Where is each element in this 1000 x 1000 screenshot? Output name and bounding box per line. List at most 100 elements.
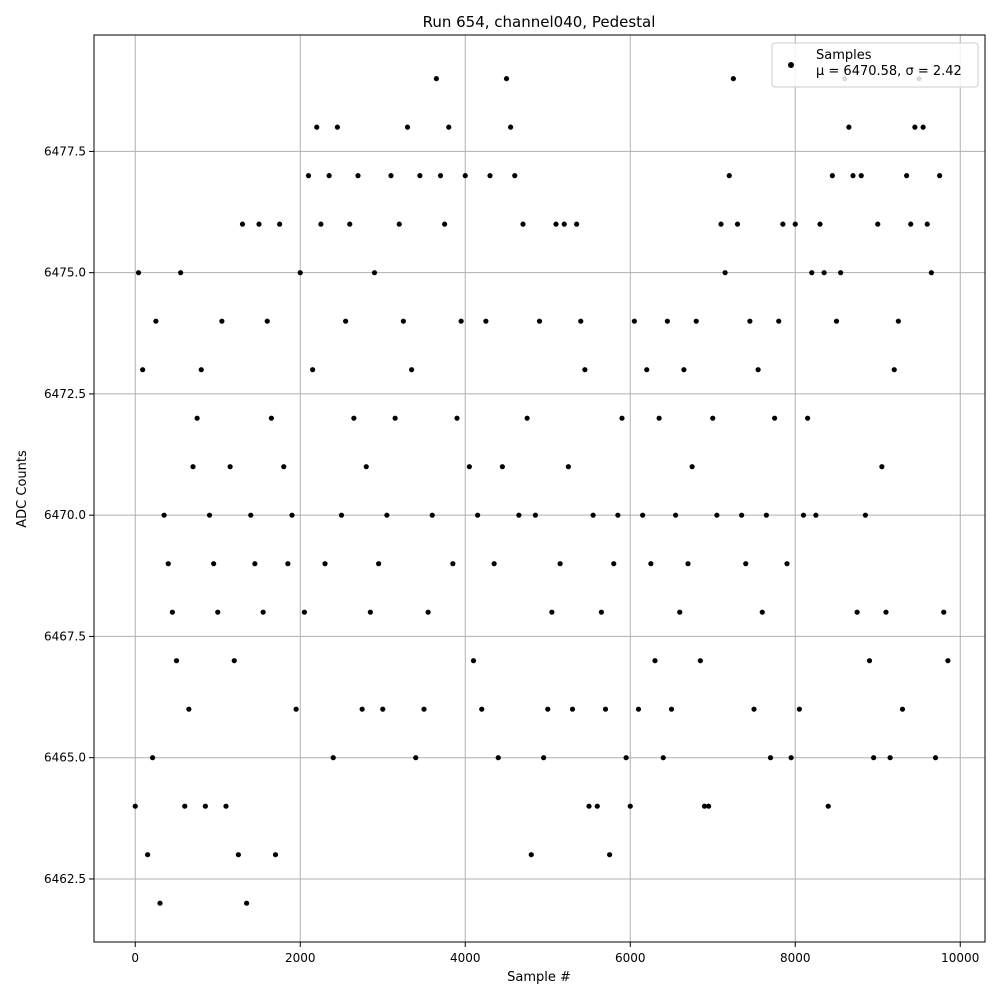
data-point (355, 173, 361, 179)
data-point (310, 367, 316, 373)
data-point (442, 221, 448, 227)
data-point (272, 852, 279, 858)
data-point (206, 512, 213, 518)
data-point (693, 318, 699, 324)
data-point (739, 512, 745, 518)
data-point (487, 173, 493, 179)
data-point (384, 512, 390, 518)
data-point (895, 318, 901, 324)
data-point (178, 270, 184, 276)
data-point (904, 173, 910, 179)
data-point (776, 318, 782, 324)
data-point (928, 270, 934, 276)
data-point (751, 706, 757, 712)
data-point (186, 706, 192, 712)
data-point (371, 270, 378, 276)
data-point (627, 803, 633, 809)
data-point (718, 221, 724, 227)
data-point (330, 755, 336, 761)
data-point (763, 512, 769, 518)
data-point (359, 706, 365, 712)
data-point (475, 512, 481, 518)
data-point (165, 561, 171, 567)
data-point (417, 173, 423, 179)
data-point (598, 609, 604, 615)
data-point (244, 900, 250, 906)
data-point (503, 76, 510, 82)
data-point (516, 512, 522, 518)
x-tick-label: 10000 (941, 951, 979, 965)
data-point (281, 464, 287, 470)
data-point (314, 124, 320, 130)
data-point (409, 367, 415, 373)
data-point (734, 221, 741, 227)
data-point (227, 464, 233, 470)
data-point (198, 367, 204, 373)
y-tick-label: 6462.5 (44, 872, 86, 886)
y-axis-label: ADC Counts (15, 450, 30, 528)
x-tick-label: 2000 (285, 951, 316, 965)
data-point (421, 706, 427, 712)
data-point (190, 464, 196, 470)
data-point (289, 512, 295, 518)
data-point (937, 173, 943, 179)
data-point (351, 415, 357, 421)
data-point (499, 464, 505, 470)
data-point (640, 512, 646, 518)
data-point (536, 318, 543, 324)
legend: Samples μ = 6470.58, σ = 2.42 (771, 42, 979, 88)
data-point (722, 270, 728, 276)
data-point (380, 706, 386, 712)
data-point (549, 609, 555, 615)
data-point (223, 803, 229, 809)
data-point (470, 658, 477, 664)
data-point (322, 561, 328, 567)
data-point (318, 221, 324, 227)
data-point (850, 173, 856, 179)
data-point (833, 318, 840, 324)
data-point (825, 803, 831, 809)
data-point (557, 561, 563, 567)
data-point (301, 609, 307, 615)
data-point (846, 124, 852, 130)
data-point (619, 415, 625, 421)
data-point (569, 706, 576, 712)
data-point (252, 561, 258, 567)
data-point (483, 318, 489, 324)
data-point (875, 221, 881, 227)
data-point (149, 755, 156, 761)
data-point (157, 900, 163, 906)
chart-title: Run 654, channel040, Pedestal (423, 13, 656, 31)
y-tick-label: 6470.0 (44, 508, 86, 522)
data-point (140, 367, 146, 373)
data-point (277, 221, 283, 227)
data-point (871, 755, 877, 761)
data-point (367, 609, 373, 615)
data-point (454, 415, 460, 421)
data-point (260, 609, 266, 615)
x-tick-label: 8000 (780, 951, 811, 965)
data-point (817, 221, 823, 227)
data-point (520, 221, 526, 227)
data-point (219, 318, 225, 324)
data-point (838, 270, 844, 276)
data-point (400, 318, 406, 324)
data-point (805, 415, 811, 421)
data-point (338, 512, 345, 518)
data-point (145, 852, 151, 858)
data-point (941, 609, 947, 615)
legend-entry-samples: Samples (816, 48, 872, 63)
data-point (388, 173, 394, 179)
plot-frame (93, 34, 986, 943)
data-point (701, 803, 708, 809)
data-point (800, 512, 807, 518)
data-point (211, 561, 217, 567)
data-points (132, 76, 951, 906)
data-point (446, 124, 452, 130)
legend-box (771, 42, 979, 88)
data-point (755, 367, 761, 373)
data-point (726, 173, 732, 179)
data-point (343, 318, 349, 324)
data-point (858, 173, 864, 179)
data-point (809, 270, 815, 276)
